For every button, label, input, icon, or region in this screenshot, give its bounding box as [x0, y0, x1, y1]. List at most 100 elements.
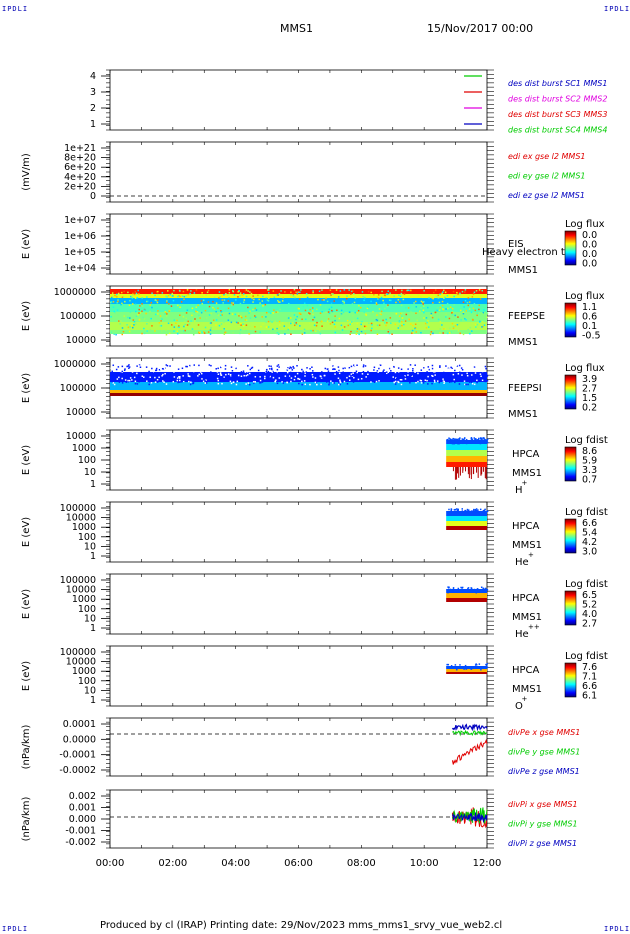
- spectrogram-pixel: [232, 290, 234, 292]
- spectrogram-pixel: [242, 293, 245, 295]
- spectrogram-pixel: [234, 313, 237, 316]
- spectrogram-pixel: [445, 367, 447, 370]
- spectrogram-pixel: [417, 372, 419, 375]
- spectrogram-pixel: [135, 315, 138, 317]
- spectrogram-hpca-h: [446, 437, 489, 467]
- spectrogram-pixel: [398, 315, 401, 318]
- spectrogram-pixel: [247, 365, 249, 367]
- spectrogram-pixel: [370, 381, 372, 383]
- spectrogram-pixel: [461, 586, 464, 589]
- spectrogram-pixel: [117, 300, 119, 303]
- spectrogram-pixel: [420, 375, 423, 378]
- spectrogram-pixel: [338, 369, 340, 372]
- spectrogram-pixel: [201, 366, 203, 368]
- spectrogram-pixel: [454, 438, 456, 440]
- spectrogram-pixel: [319, 312, 322, 315]
- spectrogram-pixel: [321, 289, 323, 291]
- panel-p10-frame: [109, 717, 488, 777]
- spectrogram-pixel: [131, 379, 133, 381]
- spectrogram-pixel: [415, 381, 417, 384]
- spectrogram-pixel: [185, 317, 187, 320]
- spectrogram-pixel: [188, 365, 190, 368]
- spectrogram-pixel: [359, 374, 362, 377]
- spectrogram-pixel: [273, 379, 275, 381]
- spectrogram-pixel: [154, 381, 157, 383]
- spectrogram-pixel: [467, 366, 469, 368]
- spectrogram-pixel: [259, 302, 261, 304]
- spectrogram-pixel: [311, 373, 314, 376]
- spectrogram-pixel: [331, 365, 334, 367]
- spectrogram-pixel: [156, 291, 158, 293]
- spectrogram-pixel: [310, 329, 312, 332]
- spectrogram-pixel: [471, 296, 474, 298]
- spectrogram-pixel: [189, 383, 192, 386]
- spectrogram-pixel: [388, 332, 391, 335]
- spectrogram-pixel: [395, 377, 398, 380]
- spectrogram-pixel: [458, 512, 460, 514]
- spectrogram-pixel: [351, 374, 354, 377]
- spectrogram-pixel: [391, 333, 393, 335]
- spectrogram-pixel: [460, 378, 462, 381]
- spectrogram-pixel: [356, 371, 358, 374]
- spectrogram-pixel: [356, 322, 359, 325]
- panel-p8-cbar-tick: 5.2: [582, 600, 597, 611]
- spectrogram-pixel: [483, 324, 486, 326]
- spectrogram-pixel: [154, 379, 157, 381]
- spectrogram-pixel: [427, 306, 429, 309]
- spectrogram-pixel: [320, 368, 322, 370]
- panel-p1-ytick: 2: [90, 103, 96, 114]
- spectrogram-pixel: [275, 366, 278, 369]
- spectrogram-band: [110, 294, 487, 298]
- spectrogram-pixel: [141, 305, 144, 307]
- spectrogram-pixel: [296, 372, 299, 375]
- spectrogram-pixel: [390, 322, 392, 324]
- spectrogram-pixel: [153, 378, 156, 381]
- spectrogram-pixel: [335, 296, 338, 299]
- spectrogram-pixel: [233, 294, 236, 296]
- spectrogram-pixel: [370, 322, 373, 325]
- spectrogram-pixel: [380, 367, 382, 369]
- spectrogram-pixel: [290, 367, 293, 369]
- spectrogram-pixel: [184, 365, 186, 368]
- spectrogram-pixel: [256, 374, 258, 376]
- spectrogram-pixel: [331, 364, 333, 366]
- spectrogram-pixel: [458, 441, 461, 444]
- spectrogram-pixel: [165, 315, 168, 317]
- spectrogram-pixel: [268, 297, 270, 300]
- spectrogram-pixel: [270, 365, 272, 368]
- spectrogram-band: [446, 669, 487, 672]
- spectrogram-pixel: [136, 383, 139, 385]
- spectrogram-pixel: [451, 438, 453, 441]
- spectrogram-pixel: [358, 364, 360, 366]
- spectrogram-pixel: [296, 375, 298, 377]
- spectrogram-pixel: [155, 369, 157, 372]
- panel-p7-ytick: 10: [84, 541, 96, 552]
- panel-p7-ylabel: E (eV): [21, 517, 32, 547]
- spectrogram-pixel: [185, 312, 188, 314]
- spectrogram-pixel: [154, 313, 157, 316]
- spectrogram-pixel: [164, 372, 166, 375]
- spectrogram-pixel: [401, 320, 403, 323]
- spectrogram-pixel: [281, 381, 283, 383]
- panel-p7-ytick: 1000: [72, 522, 96, 533]
- spectrogram-pixel: [459, 309, 462, 312]
- spectrogram-pixel: [230, 366, 233, 368]
- spectrogram-pixel: [245, 329, 248, 332]
- spectrogram-pixel: [177, 368, 180, 370]
- spectrogram-pixel: [420, 296, 422, 298]
- spectrogram-pixel: [321, 325, 323, 327]
- spectrogram-pixel: [154, 365, 157, 367]
- spectrogram-pixel: [160, 324, 163, 327]
- spectrogram-pixel: [432, 303, 434, 305]
- spectrogram-pixel: [328, 379, 331, 381]
- spectrogram-pixel: [217, 367, 219, 370]
- spectrogram-pixel: [193, 373, 195, 375]
- spectrogram-pixel: [339, 379, 341, 382]
- spectrogram-pixel: [482, 437, 485, 439]
- panel-p2-frame: [109, 141, 488, 203]
- spectrogram-pixel: [420, 379, 423, 382]
- spectrogram-pixel: [150, 317, 152, 320]
- panel-p6-charge: +: [522, 479, 528, 487]
- spectrogram-pixel: [183, 325, 185, 328]
